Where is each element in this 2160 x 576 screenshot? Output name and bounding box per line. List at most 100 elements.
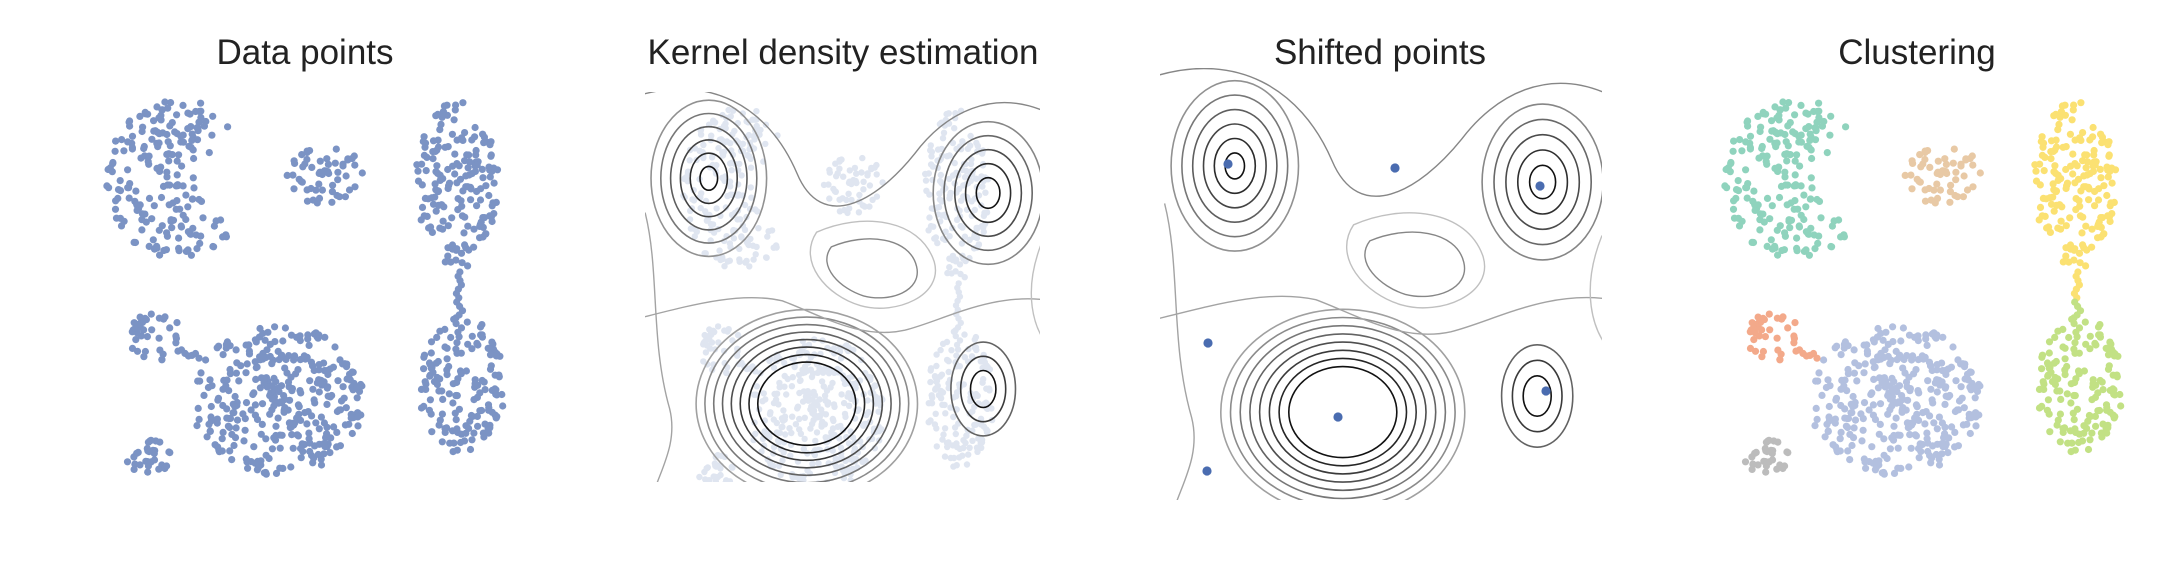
data-point — [232, 346, 240, 354]
cluster-point — [1882, 328, 1890, 336]
cluster-point — [2056, 201, 2064, 209]
shifted-mode — [1203, 338, 1213, 348]
faint-point — [947, 404, 954, 411]
data-point — [179, 101, 187, 109]
faint-point — [738, 172, 745, 179]
cluster-point — [1759, 347, 1767, 356]
panel-title-data-points: Data points — [216, 33, 393, 72]
cluster-point — [1825, 402, 1833, 411]
faint-point — [801, 435, 808, 443]
data-point — [111, 205, 120, 213]
cluster-point — [2076, 202, 2084, 210]
faint-point — [726, 178, 734, 185]
data-point — [318, 186, 326, 194]
faint-point — [736, 160, 743, 168]
cluster-point — [1906, 387, 1914, 395]
data-point — [136, 313, 144, 321]
data-point — [423, 212, 431, 220]
data-point — [200, 122, 208, 130]
cluster-point — [1933, 361, 1941, 369]
data-point — [342, 404, 350, 412]
faint-point — [746, 263, 753, 270]
data-point — [172, 332, 180, 340]
cluster-point — [1822, 383, 1830, 392]
data-point — [468, 436, 476, 444]
data-point — [453, 339, 461, 347]
data-point — [189, 195, 197, 203]
cluster-point — [1926, 163, 1934, 171]
cluster-point — [2062, 143, 2070, 151]
cluster-point — [2083, 424, 2091, 432]
data-point — [444, 222, 452, 230]
data-point — [244, 464, 252, 472]
data-point — [163, 462, 171, 470]
faint-point — [946, 152, 953, 159]
cluster-point — [2070, 416, 2078, 424]
faint-point — [693, 228, 700, 235]
data-point — [303, 420, 311, 428]
data-point — [429, 137, 438, 145]
faint-point — [788, 383, 796, 390]
data-point — [340, 394, 348, 402]
cluster-point — [2056, 438, 2064, 446]
data-point — [131, 324, 139, 332]
data-point — [354, 422, 362, 430]
data-point — [241, 426, 249, 434]
faint-point — [721, 481, 726, 482]
cluster-point — [1791, 111, 1799, 119]
cluster-point — [1762, 468, 1770, 476]
faint-point — [957, 146, 965, 153]
faint-point — [760, 390, 767, 397]
cluster-point — [1972, 422, 1980, 430]
data-point — [414, 167, 422, 175]
cluster-point — [1797, 101, 1805, 109]
data-point — [211, 441, 219, 449]
cluster-point — [1743, 194, 1751, 202]
data-point — [499, 402, 507, 410]
cluster-point — [2064, 439, 2072, 447]
data-point — [461, 213, 469, 221]
faint-point — [791, 363, 798, 371]
data-point — [156, 346, 164, 354]
faint-point — [776, 429, 783, 436]
data-point — [464, 164, 472, 172]
faint-point — [721, 327, 728, 334]
faint-point — [813, 429, 821, 436]
cluster-point — [1765, 310, 1773, 318]
cluster-point — [2094, 196, 2103, 204]
cluster-point — [1802, 246, 1810, 254]
faint-point — [853, 179, 860, 187]
cluster-point — [1821, 433, 1829, 441]
data-point — [157, 193, 166, 202]
data-point — [155, 130, 163, 138]
data-point — [138, 226, 146, 234]
data-point — [118, 136, 126, 144]
data-point — [346, 370, 354, 378]
cluster-point — [1792, 181, 1800, 189]
faint-point — [942, 185, 949, 192]
cluster-point — [1800, 191, 1808, 199]
faint-point — [846, 167, 853, 174]
cluster-point — [2045, 410, 2053, 418]
faint-point — [966, 444, 973, 451]
cluster-point — [1785, 99, 1793, 107]
cluster-point — [1813, 415, 1821, 423]
cluster-point — [2069, 409, 2077, 417]
cluster-point — [1869, 336, 1877, 344]
cluster-point — [2088, 396, 2096, 404]
data-point — [148, 215, 156, 223]
faint-point — [946, 233, 953, 240]
cluster-point — [2078, 229, 2086, 237]
data-point — [173, 319, 181, 327]
panel-title-shifted: Shifted points — [1274, 33, 1486, 72]
density-contour — [679, 139, 738, 218]
data-point — [465, 246, 473, 254]
data-point — [163, 130, 171, 139]
density-contour — [1493, 118, 1592, 246]
cluster-point — [1774, 438, 1782, 446]
density-contour — [1220, 308, 1466, 500]
data-point — [470, 225, 478, 233]
data-point — [303, 197, 312, 205]
cluster-point — [1908, 185, 1916, 193]
faint-point — [751, 391, 758, 398]
